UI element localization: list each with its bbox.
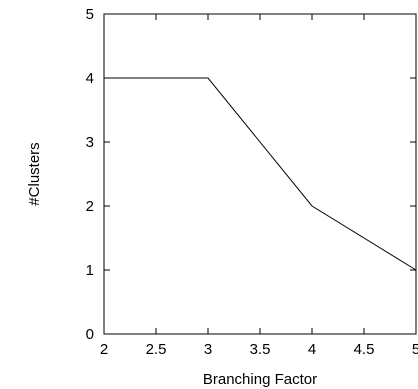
x-tick-label: 4.5 <box>354 341 375 358</box>
y-tick-label: 1 <box>86 262 94 279</box>
y-tick-label: 5 <box>86 6 94 23</box>
y-axis-ticks: 0 1 2 3 4 5 <box>86 6 416 343</box>
x-tick-label: 3 <box>204 341 212 358</box>
y-tick-label: 0 <box>86 326 94 343</box>
y-tick-label: 3 <box>86 134 94 151</box>
plot-frame <box>103 13 417 335</box>
x-axis-label: Branching Factor <box>203 371 317 388</box>
x-axis-ticks: 2 2.5 3 3.5 4 4.5 5 <box>100 14 418 358</box>
x-tick-label: 5 <box>412 341 418 358</box>
x-tick-label: 4 <box>308 341 316 358</box>
y-axis-label: #Clusters <box>26 142 43 205</box>
x-tick-label: 2.5 <box>146 341 167 358</box>
x-tick-label: 2 <box>100 341 108 358</box>
y-tick-label: 2 <box>86 198 94 215</box>
y-tick-label: 4 <box>86 70 94 87</box>
series-line <box>104 77 417 271</box>
x-tick-label: 3.5 <box>250 341 271 358</box>
series-layer <box>104 77 417 271</box>
